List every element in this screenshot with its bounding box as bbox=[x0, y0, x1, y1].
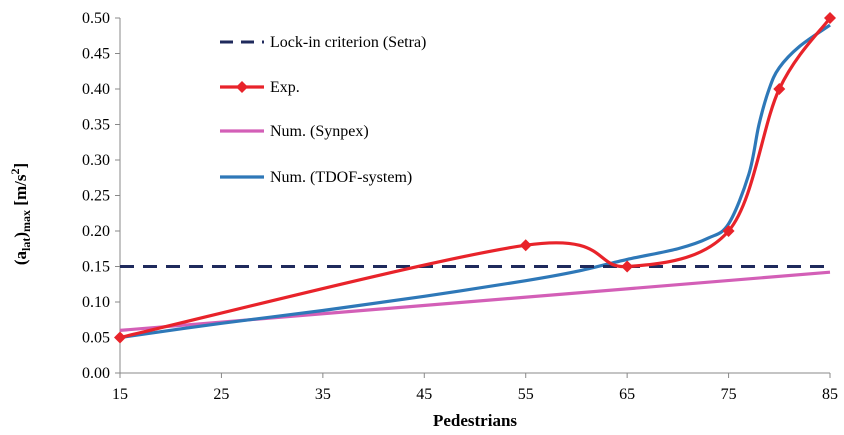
y-tick-label: 0.30 bbox=[82, 152, 110, 169]
y-tick-label: 0.35 bbox=[82, 117, 110, 134]
y-tick-label: 0.15 bbox=[82, 259, 110, 276]
x-tick-label: 15 bbox=[112, 386, 128, 403]
axes: 0.00 0.05 0.10 0.15 0.20 0.25 0.30 0.35 0.40 0.45… bbox=[82, 10, 838, 403]
y-tick-label: 0.05 bbox=[82, 330, 110, 347]
x-tick-label: 25 bbox=[213, 386, 229, 403]
legend-label: Lock-in criterion (Setra) bbox=[270, 34, 426, 51]
data-point-marker bbox=[722, 225, 735, 237]
x-tick-label: 65 bbox=[619, 386, 635, 403]
data-point-marker bbox=[773, 83, 786, 95]
y-tick-label: 0.10 bbox=[82, 294, 110, 311]
legend: Lock-in criterion (Setra) Exp. Num. (Synpe… bbox=[220, 34, 426, 186]
y-tick-label: 0.50 bbox=[82, 10, 110, 27]
series-layer bbox=[114, 12, 836, 344]
y-tick-label: 0.20 bbox=[82, 223, 110, 240]
y-tick-label: 0.00 bbox=[82, 365, 110, 382]
data-point-marker bbox=[519, 239, 532, 252]
x-tick-label: 45 bbox=[416, 386, 432, 403]
x-tick-label: 35 bbox=[315, 386, 331, 403]
series-line-3 bbox=[119, 23, 831, 340]
y-tick-label: 0.45 bbox=[82, 46, 110, 63]
data-point-marker bbox=[824, 12, 836, 24]
y-axis-label: (alat)max [m/s2] bbox=[8, 163, 33, 265]
legend-marker bbox=[236, 81, 248, 93]
y-tick-label: 0.25 bbox=[82, 188, 110, 205]
legend-label: Num. (Synpex) bbox=[270, 123, 369, 140]
y-tick-label: 0.40 bbox=[82, 81, 110, 98]
data-point-marker bbox=[114, 331, 126, 344]
legend-label: Num. (TDOF-system) bbox=[270, 169, 412, 186]
x-tick-label: 75 bbox=[721, 386, 737, 403]
x-tick-label: 55 bbox=[518, 386, 534, 403]
x-tick-label: 85 bbox=[822, 386, 838, 403]
y-axis-title: (alat)max [m/s2] bbox=[8, 163, 33, 265]
legend-label: Exp. bbox=[270, 79, 300, 96]
data-point-marker bbox=[621, 260, 634, 273]
x-axis-label: Pedestrians bbox=[433, 411, 517, 430]
